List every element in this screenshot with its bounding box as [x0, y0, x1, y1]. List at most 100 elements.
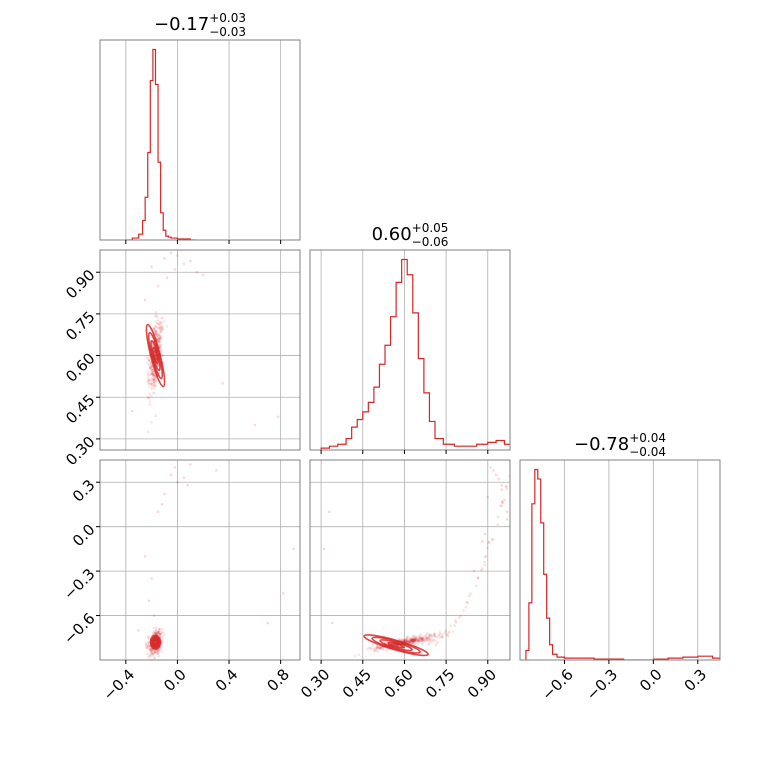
scatter-point	[146, 381, 150, 385]
scatter-outlier-0	[163, 257, 166, 260]
scatter-point	[404, 639, 408, 642]
scatter-point	[160, 630, 164, 634]
scatter-point	[160, 330, 163, 334]
scatter-point	[400, 638, 404, 642]
scatter-point	[427, 633, 431, 637]
scatter-point	[410, 638, 413, 642]
scatter-outlier-10	[156, 510, 160, 514]
scatter-point	[490, 538, 494, 542]
scatter-point	[153, 384, 157, 388]
scatter-point	[433, 634, 436, 638]
scatter-point	[146, 370, 150, 373]
scatter-point	[408, 641, 412, 644]
scatter-point	[404, 639, 407, 643]
x-tick-label-1-3: 0.75	[422, 665, 458, 701]
panel-bg-2-2	[520, 460, 720, 660]
scatter-point	[445, 633, 448, 636]
scatter-point	[149, 651, 153, 655]
scatter-point	[438, 636, 441, 639]
scatter-point	[428, 633, 432, 636]
scatter-outlier-7	[150, 577, 153, 580]
scatter-point	[412, 639, 416, 643]
scatter-point	[415, 639, 419, 643]
scatter-point	[466, 601, 470, 604]
scatter-point	[148, 379, 151, 383]
scatter-point	[496, 515, 500, 519]
scatter-point	[413, 638, 417, 642]
scatter-point	[487, 540, 491, 544]
contour-1-0-0	[152, 346, 159, 365]
scatter-point	[148, 648, 151, 652]
scatter-point	[404, 639, 407, 643]
scatter-point	[158, 336, 162, 340]
scatter-point	[441, 635, 444, 639]
scatter-point	[382, 648, 385, 651]
scatter-point	[421, 637, 424, 640]
scatter-point	[148, 366, 152, 369]
scatter-point	[150, 383, 154, 387]
x-tick-label-0-2: 0.4	[212, 665, 242, 695]
scatter-point	[427, 634, 431, 638]
scatter-outlier-12	[266, 621, 270, 625]
scatter-point	[154, 333, 158, 337]
x-tick-label-2-3: 0.3	[681, 665, 711, 695]
scatter-point	[417, 639, 421, 643]
scatter-point	[158, 345, 162, 348]
scatter-point	[425, 636, 429, 640]
scatter-point	[152, 381, 156, 385]
scatter-outlier-9	[472, 569, 476, 573]
scatter-point	[411, 638, 415, 642]
scatter-point	[432, 638, 436, 642]
scatter-point	[414, 636, 417, 640]
scatter-point	[160, 628, 164, 631]
scatter-outlier-12	[276, 415, 280, 418]
scatter-point	[149, 650, 153, 653]
scatter-point	[373, 646, 377, 650]
scatter-point	[156, 631, 159, 634]
scatter-point	[430, 634, 434, 637]
y-tick-label-1-0: 0.30	[62, 433, 98, 469]
scatter-point	[375, 646, 379, 650]
scatter-point	[146, 635, 150, 638]
scatter-point	[146, 644, 150, 648]
scatter-point	[380, 646, 383, 649]
scatter-point	[159, 346, 162, 350]
scatter-point	[407, 641, 411, 644]
scatter-point	[145, 355, 148, 359]
scatter-point	[438, 633, 441, 636]
title-upper-0: +0.03	[209, 11, 246, 25]
scatter-point	[146, 379, 149, 383]
scatter-outlier-7	[156, 284, 160, 288]
scatter-point	[433, 635, 437, 638]
scatter-point	[158, 334, 162, 338]
scatter-point	[417, 637, 421, 640]
scatter-point	[154, 414, 157, 418]
scatter-outlier-15	[500, 483, 503, 487]
scatter-point	[162, 631, 166, 634]
scatter-point	[158, 633, 162, 636]
scatter-point	[409, 640, 412, 644]
scatter-point	[444, 629, 448, 633]
scatter-point	[152, 374, 156, 378]
scatter-point	[407, 640, 410, 643]
scatter-point	[160, 337, 163, 340]
scatter-point	[151, 391, 155, 395]
scatter-point	[157, 631, 161, 634]
scatter-point	[146, 646, 149, 650]
scatter-outlier-5	[494, 473, 498, 477]
scatter-point	[422, 640, 426, 643]
scatter-point	[149, 367, 152, 370]
scatter-point	[151, 631, 155, 634]
scatter-point	[147, 378, 150, 382]
scatter-point	[413, 638, 417, 642]
scatter-point	[151, 373, 155, 376]
scatter-point	[150, 363, 153, 367]
scatter-point	[412, 641, 415, 645]
panel-bg-2-0	[100, 460, 300, 660]
scatter-point	[404, 637, 408, 641]
scatter-point	[144, 641, 148, 645]
y-tick-label-1-4: 0.90	[62, 266, 98, 302]
scatter-point	[429, 640, 432, 644]
scatter-point	[158, 337, 162, 341]
